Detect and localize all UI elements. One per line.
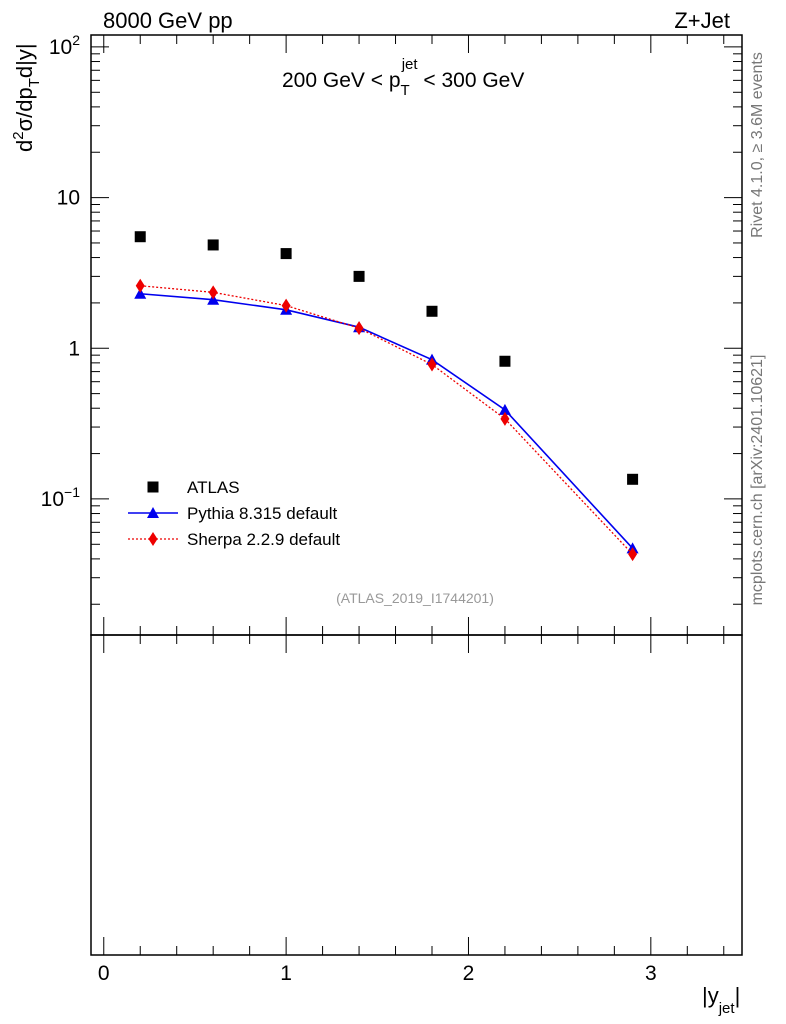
data-point: [499, 355, 511, 367]
legend: ATLAS Pythia 8.315 default Sherpa 2.2.9 de…: [128, 478, 340, 549]
x-axis-ticks: 0 1 2 3: [98, 35, 725, 985]
data-series: [134, 231, 639, 562]
analysis-id-label: (ATLAS_2019_I1744201): [336, 590, 494, 606]
y-tick-label-exp: −1: [64, 484, 80, 500]
x-label-sub: jet: [718, 1000, 736, 1017]
y-tick-label: 10−1: [41, 484, 81, 511]
x-tick-label: 3: [645, 962, 657, 985]
data-point: [628, 547, 638, 562]
data-point: [353, 270, 365, 282]
mcplots-text: mcplots.cern.ch [arXiv:2401.10621]: [749, 355, 766, 606]
y-tick-label-base: 10: [41, 488, 64, 511]
x-label-end: |: [735, 983, 741, 1008]
data-point: [134, 231, 146, 243]
plot-title-sup: jet: [401, 56, 419, 73]
legend-label: ATLAS: [187, 478, 240, 497]
data-point: [135, 278, 145, 293]
y-tick-label: 10: [57, 187, 80, 210]
x-label-main: |y: [702, 983, 719, 1008]
legend-marker: [147, 507, 159, 518]
data-point: [354, 321, 364, 336]
y-axis-label: d2σ/dpTd|y|: [10, 43, 43, 152]
x-tick-label: 1: [280, 962, 292, 985]
data-point: [207, 239, 219, 251]
plot-title: 200 GeV < pTjet < 300 GeV: [282, 56, 524, 99]
y-tick-label: 102: [49, 32, 80, 59]
legend-marker: [147, 481, 159, 493]
plot-title-pre: 200 GeV < p: [282, 69, 401, 92]
data-point: [208, 285, 218, 300]
rivet-version-text: Rivet 4.1.0, ≥ 3.6M events: [749, 52, 766, 238]
plot-title-sub: T: [401, 82, 410, 99]
ratio-plot-frame: [90, 634, 743, 956]
data-point: [281, 298, 291, 313]
series-diamond: [135, 278, 638, 562]
data-point: [427, 357, 437, 372]
x-axis-label: |yjet|: [702, 983, 740, 1017]
y-label-sup: 2: [10, 131, 27, 139]
x-tick-label: 2: [463, 962, 475, 985]
legend-label: Sherpa 2.2.9 default: [187, 530, 340, 549]
data-point: [500, 411, 510, 426]
data-point: [426, 305, 438, 317]
y-tick-label-base: 10: [57, 187, 80, 210]
y-label-d: d: [12, 140, 37, 152]
header-left: 8000 GeV pp: [103, 8, 233, 33]
y-tick-label: 1: [68, 337, 80, 360]
x-tick-label: 0: [98, 962, 110, 985]
y-tick-label-exp: 2: [72, 32, 80, 48]
legend-marker: [148, 532, 158, 546]
y-label-sub: T: [26, 78, 43, 87]
data-point: [280, 248, 292, 260]
y-tick-label-base: 10: [49, 36, 72, 59]
y-label-mid: σ/dp: [12, 87, 37, 131]
y-tick-label-base: 1: [68, 337, 80, 360]
header-right: Z+Jet: [674, 8, 730, 33]
data-point: [134, 287, 147, 299]
data-point: [627, 473, 639, 485]
data-point: [498, 403, 511, 415]
series-square: [134, 231, 639, 485]
y-label-end: d|y|: [12, 43, 37, 78]
legend-label: Pythia 8.315 default: [187, 504, 338, 523]
plot-title-post: < 300 GeV: [418, 69, 525, 92]
